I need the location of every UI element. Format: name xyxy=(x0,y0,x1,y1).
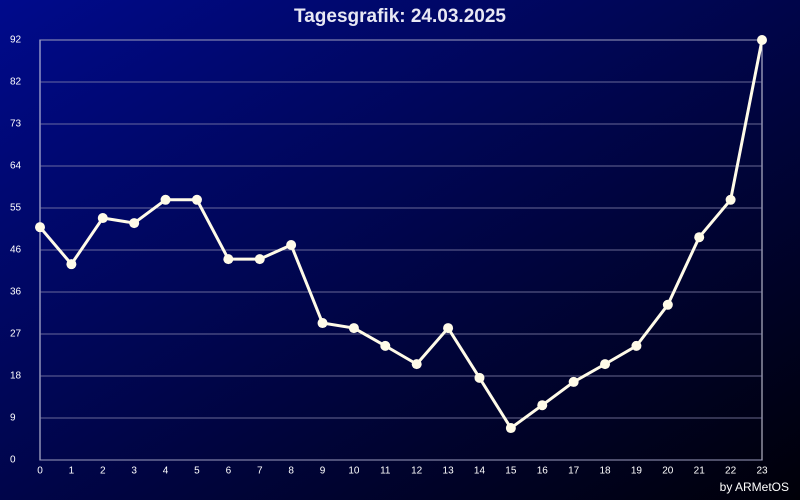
y-tick-label: 82 xyxy=(10,77,22,88)
point xyxy=(380,340,391,351)
y-tick-label: 92 xyxy=(10,35,22,46)
y-tick-label: 55 xyxy=(10,203,22,214)
x-tick-label: 22 xyxy=(725,466,737,477)
x-tick-label: 19 xyxy=(631,466,643,477)
x-tick-label: 12 xyxy=(411,466,423,477)
point xyxy=(97,213,108,224)
x-tick-label: 1 xyxy=(69,466,75,477)
y-tick-label: 46 xyxy=(10,245,22,256)
x-tick-label: 8 xyxy=(288,466,294,477)
point xyxy=(568,376,579,387)
y-tick-label: 18 xyxy=(10,371,22,382)
y-tick-label: 64 xyxy=(10,161,22,172)
point xyxy=(505,423,516,434)
x-tick-label: 18 xyxy=(599,466,611,477)
x-tick-label: 23 xyxy=(756,466,768,477)
y-tick-label: 73 xyxy=(10,119,22,130)
point xyxy=(223,254,234,265)
point xyxy=(725,194,736,205)
point xyxy=(286,239,297,250)
point xyxy=(537,400,548,411)
x-tick-label: 10 xyxy=(348,466,360,477)
point xyxy=(254,254,265,265)
chart-title: Tagesgrafik: 24.03.2025 xyxy=(294,6,506,27)
x-tick-label: 16 xyxy=(537,466,549,477)
x-tick-label: 13 xyxy=(443,466,455,477)
x-tick-label: 6 xyxy=(226,466,232,477)
point xyxy=(631,340,642,351)
x-tick-label: 21 xyxy=(694,466,706,477)
point xyxy=(474,372,485,383)
point xyxy=(411,359,422,370)
point xyxy=(662,299,673,310)
point xyxy=(129,218,140,229)
x-tick-label: 17 xyxy=(568,466,580,477)
y-tick-label: 36 xyxy=(10,287,22,298)
x-tick-label: 7 xyxy=(257,466,263,477)
x-tick-label: 5 xyxy=(194,466,200,477)
point xyxy=(757,35,767,45)
point xyxy=(317,318,328,329)
point xyxy=(160,194,171,205)
x-tick-label: 20 xyxy=(662,466,674,477)
line xyxy=(38,39,764,430)
y-tick-label: 9 xyxy=(10,413,16,424)
x-tick-label: 3 xyxy=(131,466,137,477)
point xyxy=(348,323,359,334)
x-tick-label: 2 xyxy=(100,466,106,477)
point xyxy=(600,359,611,370)
x-tick-label: 11 xyxy=(380,466,391,477)
point xyxy=(443,323,454,334)
x-tick-label: 4 xyxy=(163,466,169,477)
point xyxy=(66,259,77,270)
point xyxy=(35,222,45,233)
point xyxy=(191,194,202,205)
credit: by ARMetOS xyxy=(720,480,789,494)
x-tick-label: 0 xyxy=(37,466,43,477)
point xyxy=(694,232,705,243)
x-tick-label: 14 xyxy=(474,466,486,477)
y-tick-label: 0 xyxy=(10,455,16,466)
y-tick-label: 27 xyxy=(10,329,22,340)
x-tick-label: 9 xyxy=(320,466,326,477)
x-tick-label: 15 xyxy=(505,466,517,477)
